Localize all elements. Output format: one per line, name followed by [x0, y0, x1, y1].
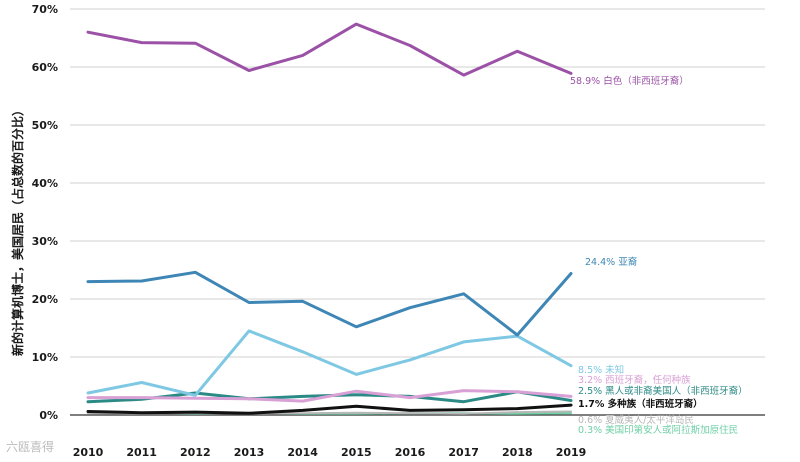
x-tick-label: 2016	[395, 446, 426, 459]
x-tick-label: 2015	[341, 446, 372, 459]
y-tick-label: 50%	[32, 119, 58, 132]
series-label: 24.4% 亚裔	[585, 256, 638, 268]
series-line	[86, 22, 573, 77]
x-tick-label: 2018	[502, 446, 533, 459]
y-tick-label: 30%	[32, 235, 58, 248]
y-tick-label: 70%	[32, 3, 58, 16]
series-label: 0.6% 夏威夷人/太平洋岛民	[578, 414, 694, 426]
series-label: 3.2% 西班牙裔，任何种族	[578, 374, 691, 386]
series-label: 1.7% 多种族（非西班牙裔）	[578, 398, 703, 410]
y-tick-label: 20%	[32, 293, 58, 306]
series-label: 8.5% 未知	[578, 364, 624, 376]
series-labels: 58.9% 白色（非西班牙裔） 24.4% 亚裔 8.5% 未知3.2% 西班牙裔，…	[570, 75, 748, 436]
x-tick-label: 2012	[180, 446, 211, 459]
y-tick-label: 40%	[32, 177, 58, 190]
grid	[70, 8, 765, 416]
series-line	[86, 329, 573, 397]
y-tick-label: 60%	[32, 61, 58, 74]
watermark: 六瓯喜得	[6, 440, 55, 454]
series-label: 58.9% 白色（非西班牙裔）	[570, 75, 689, 87]
x-tick-label: 2017	[448, 446, 479, 459]
y-axis-ticks: 0% 10% 20% 30% 40% 50% 60% 70%	[32, 3, 58, 422]
series-line	[86, 389, 573, 403]
y-tick-label: 10%	[32, 351, 58, 364]
x-tick-label: 2014	[287, 446, 318, 459]
x-tick-label: 2011	[126, 446, 157, 459]
series-label: 2.5% 黑人或非裔美国人（非西班牙裔）	[578, 385, 748, 397]
x-tick-label: 2019	[556, 446, 587, 459]
x-tick-label: 2013	[234, 446, 265, 459]
series-line	[86, 403, 573, 415]
series-lines	[86, 22, 573, 415]
series-label: 0.3% 美国印第安人或阿拉斯加原住民	[578, 424, 738, 436]
series-line	[86, 270, 573, 337]
x-tick-label: 2010	[73, 446, 104, 459]
y-axis-label: 新的计算机博士，美国居民（占总数的百分比）	[10, 104, 25, 356]
y-tick-label: 0%	[39, 409, 58, 422]
x-axis-ticks: 2010 2011 2012 2013 2014 2015 2016 2017 2018 2019	[73, 446, 587, 459]
